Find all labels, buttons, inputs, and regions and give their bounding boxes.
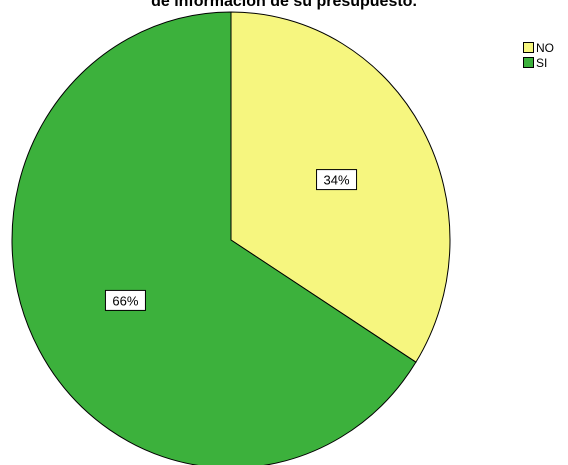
data-label-box (104, 289, 146, 311)
data-label-box (316, 169, 358, 191)
legend-swatch-no (523, 42, 534, 53)
data-label-no: 34% (316, 169, 358, 191)
legend: NO SI (523, 40, 554, 70)
data-label-si: 66% (104, 289, 146, 311)
pie-slice-si (11, 11, 417, 465)
legend-label-no: NO (536, 40, 554, 55)
legend-item-no: NO (523, 40, 554, 55)
chart-title: de información de su presupuesto. (151, 0, 417, 10)
legend-swatch-si (523, 57, 534, 68)
data-label-text: 34% (324, 173, 350, 188)
legend-label-si: SI (536, 55, 548, 70)
legend-item-si: SI (523, 55, 554, 70)
data-label-text: 66% (112, 293, 138, 308)
